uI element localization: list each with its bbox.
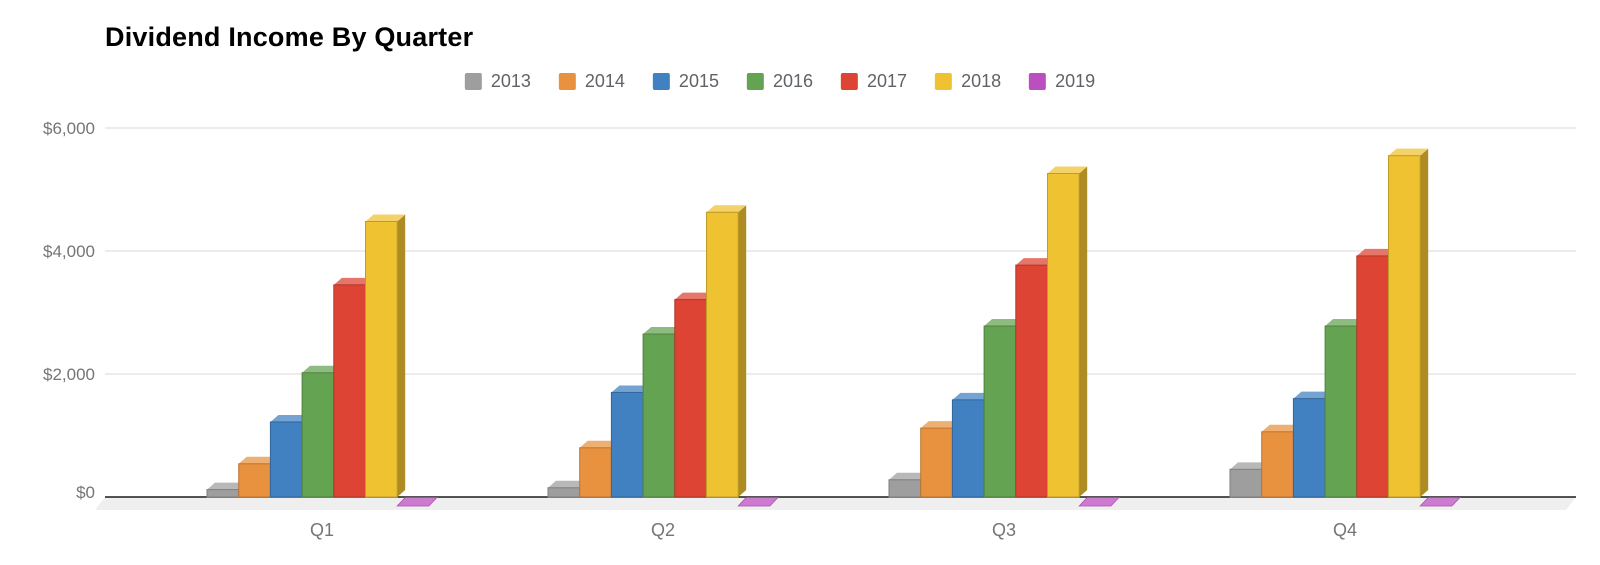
legend-label: 2018 [961,71,1002,91]
legend-label: 2014 [584,71,625,91]
legend-item-2013[interactable]: 2013 [464,71,531,92]
legend-label: 2013 [490,71,531,91]
legend-label: 2017 [867,71,908,91]
chart-title: Dividend Income By Quarter [105,22,474,52]
bar-front-face [1261,431,1294,498]
y-tick-label: $6,000 [43,119,95,138]
bar-top-face [1261,424,1302,432]
bar-top-face [579,440,620,448]
bar-top-face [674,292,715,300]
bar-q3-2019[interactable] [1078,497,1120,507]
bar-front-face [1324,325,1358,498]
x-category-label: Q4 [1333,520,1357,540]
bar-top-face [1325,319,1365,327]
bar-top-face [952,392,993,400]
bar-front-face [206,489,240,498]
chart-floor-3d [95,497,1576,510]
bar-top-face [1015,258,1056,266]
bar-flat-tile [737,497,779,507]
x-category-label: Q2 [651,520,675,540]
bar-top-face [207,482,247,490]
bar-front-face [1356,255,1390,498]
y-tick-label: $4,000 [43,242,95,261]
legend-item-2018[interactable]: 2018 [935,71,1001,92]
bar-top-face [1388,148,1429,156]
bar-q4-2018[interactable] [1388,148,1429,498]
bar-top-face [548,480,588,488]
legend-item-2015[interactable]: 2015 [652,71,719,92]
bar-side-face [738,205,747,497]
bar-top-face [1047,166,1088,174]
legend-label: 2019 [1055,71,1096,91]
legend-swatch-icon-2019 [1029,73,1047,90]
legend-swatch-icon-2013 [464,73,482,90]
bar-side-face [397,214,406,498]
bar-top-face [643,327,683,335]
bar-top-face [1293,391,1334,399]
bar-front-face [888,479,922,498]
bar-front-face [706,211,739,498]
bar-front-face [547,487,581,498]
bar-top-face [238,456,279,464]
y-tick-label: $2,000 [43,365,95,384]
bar-side-face [1079,166,1088,497]
bar-front-face [1229,468,1263,498]
legend-item-2014[interactable]: 2014 [558,71,625,92]
bar-front-face [1292,398,1326,498]
bar-front-face [642,333,676,498]
legend-item-2017[interactable]: 2017 [841,71,907,92]
x-category-label: Q3 [992,520,1016,540]
legend-swatch-icon-2017 [841,73,859,90]
bar-top-face [302,365,342,373]
bar-top-face [1356,248,1397,256]
bar-q2-2018[interactable] [706,205,747,498]
bar-front-face [301,372,335,498]
legend-label: 2016 [772,71,814,91]
bar-top-face [920,421,961,429]
legend-label: 2015 [678,71,719,91]
bar-flat-tile [1419,497,1461,507]
bar-flat-tile [1078,497,1120,507]
bar-front-face [269,421,303,498]
bar-front-face [365,220,398,498]
bar-top-face [1230,462,1270,470]
legend-swatch-icon-2016 [746,73,764,90]
bar-front-face [1388,155,1421,498]
bar-front-face [333,284,366,498]
y-tick-label: $0 [76,483,95,502]
bar-top-face [333,277,374,285]
bar-side-face [1420,148,1429,498]
bar-q4-2019[interactable] [1419,497,1461,507]
bar-front-face [983,325,1017,498]
bar-front-face [1047,173,1080,498]
legend: 2013 2014 2015 2016 2017 2018 2019 [464,71,1095,92]
bar-q3-2018[interactable] [1047,166,1088,498]
x-category-label: Q1 [310,520,334,540]
bar-top-face [270,414,311,422]
bar-q1-2018[interactable] [365,214,406,498]
legend-swatch-icon-2015 [652,73,670,90]
legend-item-2016[interactable]: 2016 [746,71,814,92]
bar-front-face [1015,264,1048,498]
bar-q2-2019[interactable] [737,497,779,507]
bar-top-face [706,205,747,213]
bar-q1-2019[interactable] [396,497,438,507]
bar-front-face [610,391,644,498]
bar-front-face [674,299,707,498]
bar-flat-tile [396,497,438,507]
bar-top-face [889,472,929,480]
bar-top-face [365,214,406,222]
legend-swatch-icon-2014 [558,73,576,90]
legend-item-2019[interactable]: 2019 [1029,71,1095,92]
bar-top-face [984,319,1024,327]
legend-swatch-icon-2018 [935,73,953,90]
bar-front-face [579,447,612,498]
bar-front-face [951,399,985,498]
bar-front-face [920,427,953,498]
bar-front-face [238,463,271,498]
bar-top-face [611,385,652,393]
